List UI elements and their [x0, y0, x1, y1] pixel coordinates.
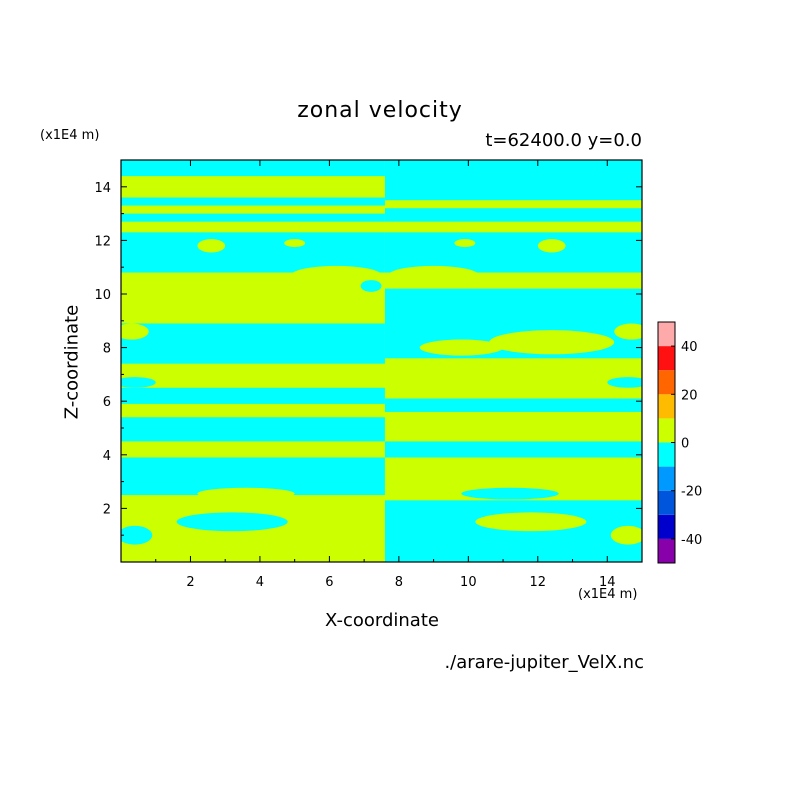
source-file-label: ./arare-jupiter_VelX.nc [444, 652, 644, 673]
band-right-10 [384, 398, 642, 413]
chart-title: zonal velocity [297, 98, 463, 123]
colorbar-swatch [658, 418, 675, 443]
band-right-7 [384, 288, 642, 324]
y-axis-ticks: 2 4 6 8 10 12 14 [94, 181, 642, 517]
eddy-15 [454, 239, 476, 248]
band-left-8 [121, 288, 385, 324]
band-left-13 [121, 417, 385, 442]
eddy-22 [607, 377, 642, 388]
colorbar-swatch [658, 514, 675, 539]
y-tick-label: 8 [103, 342, 111, 357]
eddy-20 [614, 323, 642, 340]
eddy-6 [148, 330, 274, 355]
x-tick-label: 4 [256, 575, 264, 590]
eddy-7 [489, 330, 615, 355]
y-tick-label: 10 [94, 288, 111, 303]
band-left-5 [121, 221, 385, 233]
colorbar-swatch [658, 466, 675, 491]
band-right-14 [384, 500, 642, 562]
eddy-21 [121, 377, 156, 388]
y-tick-label: 12 [94, 234, 111, 249]
x-tick-label: 10 [460, 575, 477, 590]
eddy-13 [537, 239, 566, 253]
band-left-0 [121, 160, 385, 177]
band-right-11 [384, 411, 642, 442]
colorbar-tick-label: -40 [681, 533, 702, 548]
band-right-9 [384, 358, 642, 400]
contour-field [121, 160, 642, 562]
eddy-19 [121, 323, 149, 340]
band-left-11 [121, 387, 385, 405]
y-tick-label: 2 [103, 502, 111, 517]
colorbar-swatch [658, 538, 675, 563]
colorbar-swatch [658, 490, 675, 515]
eddy-10 [291, 265, 382, 285]
x-axis-label: X-coordinate [325, 610, 439, 631]
colorbar-swatch [658, 322, 675, 347]
colorbar-tick-label: 0 [681, 437, 689, 452]
eddy-17 [121, 525, 153, 545]
band-left-4 [121, 213, 385, 223]
band-left-12 [121, 403, 385, 418]
x-tick-label: 12 [530, 575, 547, 590]
eddy-3 [461, 487, 559, 500]
x-tick-label: 8 [395, 575, 403, 590]
y-tick-label: 14 [94, 181, 111, 196]
colorbar: -40 -20 0 20 40 [657, 321, 702, 564]
colorbar-swatch [658, 346, 675, 371]
colorbar-swatch [658, 370, 675, 395]
colorbar-swatch [658, 442, 675, 467]
eddy-11 [388, 265, 479, 285]
eddy-14 [284, 239, 306, 248]
x-axis-unit: (x1E4 m) [578, 587, 638, 602]
eddy-2 [197, 487, 295, 500]
band-left-1 [121, 176, 385, 199]
plot-frame [120, 159, 643, 563]
colorbar-tick-label: 20 [681, 388, 698, 403]
eddy-9 [419, 339, 504, 356]
eddy-12 [197, 239, 226, 253]
colorbar-swatch [658, 394, 675, 419]
eddy-16 [360, 280, 382, 292]
chart-subtitle: t=62400.0 y=0.0 [485, 130, 642, 151]
band-left-3 [121, 205, 385, 215]
eddy-5 [510, 423, 587, 438]
x-axis-ticks: 2 4 6 8 10 12 14 [121, 160, 616, 590]
y-axis-unit: (x1E4 m) [40, 128, 100, 143]
band-left-10 [121, 363, 385, 389]
eddy-18 [610, 525, 642, 545]
x-tick-label: 2 [186, 575, 194, 590]
contour-eddies [121, 239, 642, 545]
band-right-2 [384, 200, 642, 209]
band-right-3 [384, 208, 642, 223]
band-left-2 [121, 197, 385, 207]
band-right-0 [384, 160, 642, 177]
x-tick-label: 14 [599, 575, 616, 590]
colorbar-tick-label: -20 [681, 485, 702, 500]
y-tick-label: 6 [103, 395, 111, 410]
eddy-1 [475, 512, 587, 532]
x-tick-label: 6 [325, 575, 333, 590]
band-left-14 [121, 441, 385, 458]
band-right-1 [384, 176, 642, 201]
band-left-17 [121, 527, 385, 562]
y-tick-label: 4 [103, 449, 111, 464]
band-right-4 [384, 221, 642, 233]
eddy-0 [176, 512, 288, 532]
eddy-8 [266, 339, 351, 356]
colorbar-tick-label: 40 [681, 340, 698, 355]
eddy-4 [169, 423, 247, 438]
band-right-12 [384, 441, 642, 458]
